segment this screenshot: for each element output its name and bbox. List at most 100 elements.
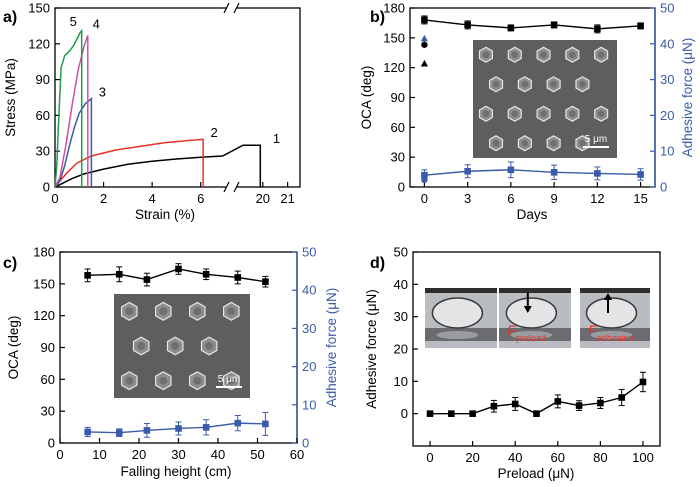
y-tick-label: 0 <box>401 406 408 421</box>
photo-top-plate <box>425 288 497 293</box>
x-tick-label: 20 <box>256 191 270 206</box>
micro-pillar-top <box>550 80 558 88</box>
y2-tick-label: 0 <box>302 436 309 451</box>
photo-top-plate <box>580 288 650 293</box>
micro-pillar-top <box>482 110 490 118</box>
y2-tick-label: 30 <box>660 72 674 87</box>
y-tick-label: 90 <box>391 90 405 105</box>
x-tick-label: 50 <box>250 447 264 462</box>
y-tick-label: 90 <box>41 340 55 355</box>
x-tick-label: 30 <box>171 447 185 462</box>
x-tick-label: 0 <box>56 447 63 462</box>
y-tick-label: 60 <box>41 372 55 387</box>
x-tick-label: 21 <box>280 191 294 206</box>
data-point <box>421 171 428 179</box>
x-axis-label: Strain (%) <box>135 207 195 222</box>
axis-break-mark <box>233 2 240 14</box>
y-tick-label: 120 <box>33 308 55 323</box>
micro-pillar-top <box>579 139 586 147</box>
micro-pillar-top <box>227 376 236 385</box>
marker-circle <box>421 176 428 184</box>
data-point <box>637 22 644 30</box>
y-tick-label: 150 <box>33 276 55 291</box>
axis-break-mark <box>223 2 230 14</box>
photo-droplet-reflection <box>436 331 479 339</box>
y-tick-label: 30 <box>394 309 408 324</box>
data-point <box>490 402 498 410</box>
data-point <box>511 400 519 408</box>
data-point <box>84 272 91 279</box>
data-point <box>84 428 91 436</box>
series-line-2 <box>54 138 204 188</box>
x-tick-label: 4 <box>149 191 156 206</box>
data-point <box>507 24 515 32</box>
micro-pillar-top <box>540 51 547 59</box>
x-tick-label: 6 <box>197 191 204 206</box>
axis-break-gap <box>226 5 237 11</box>
panel-label: b) <box>370 9 385 26</box>
micro-pillar-top <box>159 307 168 316</box>
x-tick-label: 40 <box>508 450 522 465</box>
force-symbol: F <box>588 322 598 338</box>
data-point <box>262 278 269 286</box>
micro-pillar-top <box>568 51 576 59</box>
curve-label: 1 <box>273 131 280 146</box>
micro-pillar-top <box>521 80 529 88</box>
force-symbol: F <box>507 322 517 338</box>
x-tick-label: 80 <box>593 450 607 465</box>
y-tick-label: 120 <box>28 36 50 51</box>
micro-pillar-top <box>125 307 134 316</box>
x-tick-label: 20 <box>465 450 479 465</box>
panel-c-oca-falling-height: 5 μm 0 30 60 90 120 150 180 0 10 20 30 40 50 0 10 20 30 40… <box>3 245 339 480</box>
y2-tick-label: 30 <box>302 321 316 336</box>
series-line-1 <box>54 144 262 188</box>
x-axis-label: Days <box>517 207 548 222</box>
x-tick-label: 0 <box>426 450 433 465</box>
y2-tick-label: 40 <box>660 36 674 51</box>
micro-pillar-top <box>492 80 500 88</box>
curve-label: 4 <box>93 16 100 31</box>
curve-label: 2 <box>210 125 217 140</box>
x-axis-label: Preload (μN) <box>498 466 575 481</box>
y-tick-label: 60 <box>391 120 405 135</box>
y-tick-label: 50 <box>394 245 408 260</box>
y-tick-label: 30 <box>391 150 405 165</box>
x-tick-label: 9 <box>551 191 558 206</box>
y-axis-label: Adhesive force (μN) <box>364 289 379 409</box>
photo-droplet <box>585 297 638 329</box>
micro-pillar-top <box>511 110 519 118</box>
data-point <box>533 410 540 417</box>
micro-pillar-top <box>482 51 490 59</box>
y2-tick-label: 40 <box>302 283 316 298</box>
panel-label: a) <box>3 9 17 26</box>
data-point <box>143 427 151 434</box>
micro-pillar-top <box>227 307 236 316</box>
micro-pillar-top <box>159 376 168 385</box>
data-point <box>597 399 604 407</box>
axis-break-mark <box>233 181 240 193</box>
data-point <box>507 166 515 174</box>
data-point <box>469 410 476 417</box>
y-tick-label: 150 <box>383 30 405 45</box>
y-tick-label: 0 <box>48 436 55 451</box>
data-point <box>464 167 471 175</box>
data-point <box>115 429 123 436</box>
scale-bar-label: 5 μm <box>585 134 607 145</box>
plot-frame <box>54 7 301 188</box>
y-tick-label: 0 <box>398 180 405 195</box>
x-axis-label: Falling height (cm) <box>120 464 231 479</box>
axis-break-mark <box>223 181 230 193</box>
micro-pillar-top <box>205 342 214 350</box>
data-point <box>175 265 182 273</box>
data-point <box>637 171 644 178</box>
panel-label: d) <box>370 255 385 272</box>
micro-pillar-top <box>511 51 519 59</box>
micro-pillar-top <box>171 342 180 350</box>
y-axis-label: Adhesive force (μN) <box>324 288 339 408</box>
axis-break-gap <box>226 184 237 190</box>
y-tick-label: 60 <box>36 108 50 123</box>
series-line-5 <box>54 28 83 188</box>
y-tick-label: 120 <box>383 60 405 75</box>
x-tick-label: 60 <box>551 450 565 465</box>
